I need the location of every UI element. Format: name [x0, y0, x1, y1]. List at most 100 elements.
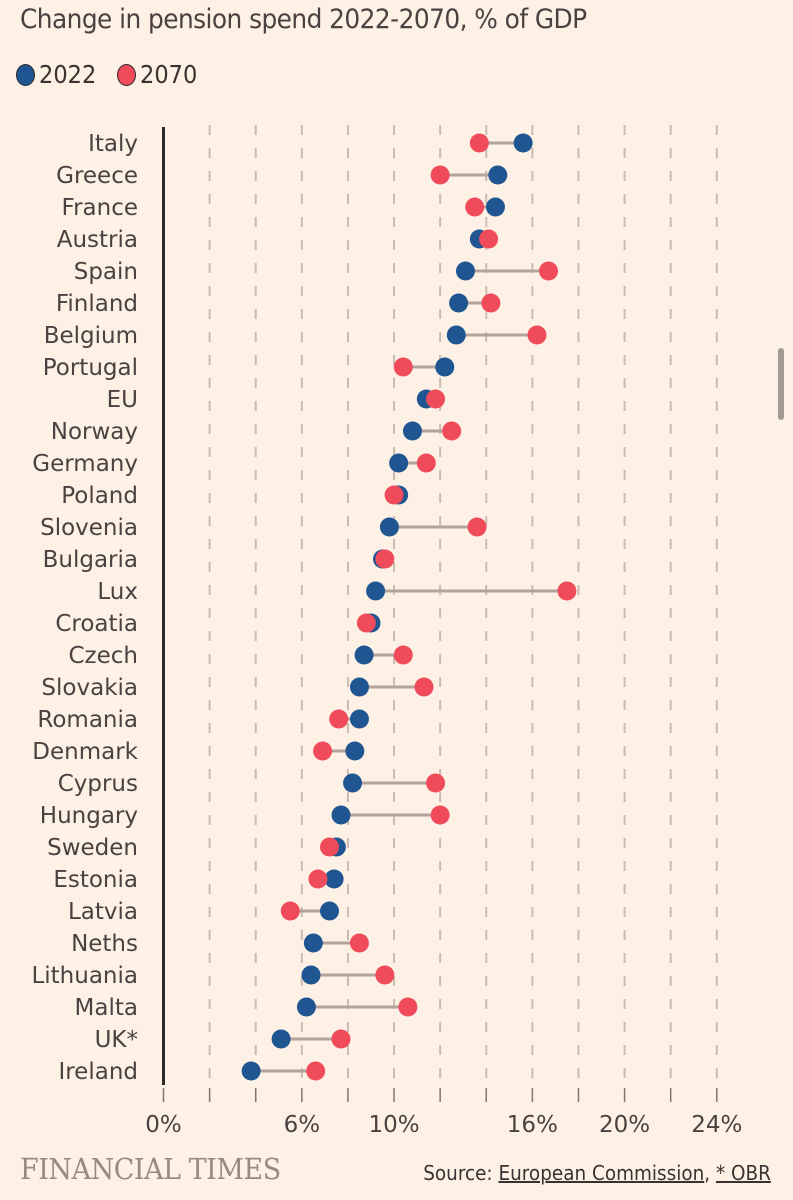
dot-2070	[306, 1061, 326, 1081]
category-label: Germany	[32, 451, 138, 477]
category-label: Spain	[74, 259, 138, 285]
dot-2070	[313, 741, 333, 761]
dot-2070	[469, 133, 489, 153]
category-label: Estonia	[53, 867, 138, 893]
dot-2022	[402, 421, 422, 441]
dot-2070	[479, 229, 499, 249]
category-label: Slovakia	[41, 675, 138, 701]
dot-2070	[430, 165, 450, 185]
category-label: Norway	[51, 419, 138, 445]
x-tick-label: 24%	[691, 1112, 742, 1138]
legend-label-2022: 2022	[39, 60, 97, 89]
dot-2070	[539, 261, 559, 281]
dot-2022	[349, 677, 369, 697]
dot-2022	[366, 581, 386, 601]
category-label: UK*	[95, 1027, 138, 1053]
source-note: Source: European Commission, * OBR	[423, 1161, 771, 1185]
dot-2070	[375, 549, 395, 569]
dot-2070	[416, 453, 436, 473]
dot-2070	[349, 933, 369, 953]
category-label: Italy	[88, 131, 138, 157]
dot-2070	[426, 773, 446, 793]
dot-2070	[393, 357, 413, 377]
dot-2070	[557, 581, 577, 601]
category-label: Romania	[37, 707, 138, 733]
category-label: Slovenia	[40, 515, 138, 541]
x-tick-label: 0%	[145, 1112, 182, 1138]
category-label: Malta	[75, 995, 138, 1021]
dot-2022	[485, 197, 505, 217]
dot-2022	[354, 645, 374, 665]
dot-2070	[375, 965, 395, 985]
connectors	[251, 141, 567, 1073]
category-label: Croatia	[55, 611, 138, 637]
ft-logo: FINANCIAL TIMES	[20, 1152, 281, 1186]
dot-2022	[513, 133, 533, 153]
dot-2070	[329, 709, 349, 729]
dot-2070	[280, 901, 300, 921]
legend: 2022 2070	[16, 60, 217, 89]
x-tick-label: 10%	[368, 1112, 419, 1138]
legend-swatch-2070	[116, 63, 136, 86]
dot-2070	[308, 869, 328, 889]
dot-2070	[331, 1029, 351, 1049]
category-label: EU	[107, 387, 138, 413]
chart-title: Change in pension spend 2022-2070, % of …	[20, 4, 587, 35]
scrollbar[interactable]	[778, 348, 784, 420]
dot-2070	[430, 805, 450, 825]
x-tick-label: 6%	[284, 1112, 321, 1138]
dot-2070	[319, 837, 339, 857]
category-label: Portugal	[43, 355, 138, 381]
x-tick-labels: 0% 6% 10% 16% 20% 24%	[145, 1112, 742, 1138]
gridlines	[162, 125, 718, 1102]
category-label: Belgium	[44, 323, 138, 349]
x-tick-label: 16%	[507, 1112, 558, 1138]
source-link-european-commission[interactable]: European Commission	[498, 1161, 705, 1185]
dot-2070	[393, 645, 413, 665]
category-label: Austria	[57, 227, 138, 253]
category-label: Sweden	[47, 835, 138, 861]
dot-2022	[241, 1061, 261, 1081]
dot-2070	[442, 421, 462, 441]
dot-2070	[384, 485, 404, 505]
dots	[241, 133, 577, 1081]
category-label: Greece	[56, 163, 138, 189]
legend-swatch-2022	[16, 63, 35, 86]
category-label: Denmark	[32, 739, 138, 765]
dot-2070	[414, 677, 434, 697]
dot-2022	[271, 1029, 291, 1049]
legend-item-2022: 2022	[16, 60, 103, 89]
dot-2022	[296, 997, 316, 1017]
category-label: Lux	[97, 579, 138, 605]
dot-2070	[356, 613, 376, 633]
source-separator: ,	[704, 1161, 717, 1185]
legend-item-2070: 2070	[116, 60, 204, 89]
category-label: Czech	[68, 643, 138, 669]
dot-2070	[426, 389, 446, 409]
category-label: Neths	[71, 931, 138, 957]
dot-2022	[303, 933, 323, 953]
dot-2070	[527, 325, 547, 345]
dot-2022	[379, 517, 399, 537]
category-label: Poland	[61, 483, 138, 509]
legend-label-2070: 2070	[139, 60, 197, 89]
dot-2022	[435, 357, 455, 377]
dot-2070	[398, 997, 418, 1017]
dot-2022	[324, 869, 344, 889]
category-label: Ireland	[58, 1059, 138, 1085]
dot-2022	[349, 709, 369, 729]
dot-2022	[456, 261, 476, 281]
category-label: Finland	[56, 291, 138, 317]
dot-2022	[301, 965, 321, 985]
dot-2022	[446, 325, 466, 345]
source-prefix: Source:	[423, 1161, 499, 1185]
category-labels: Italy Greece France Austria Spain Finland Belg…	[31, 131, 138, 1085]
dot-2022	[319, 901, 339, 921]
dot-2022	[449, 293, 469, 313]
category-label: Bulgaria	[43, 547, 138, 573]
category-label: Hungary	[40, 803, 138, 829]
category-label: Latvia	[68, 899, 138, 925]
source-link-obr[interactable]: * OBR	[716, 1161, 771, 1185]
dot-2070	[481, 293, 501, 313]
